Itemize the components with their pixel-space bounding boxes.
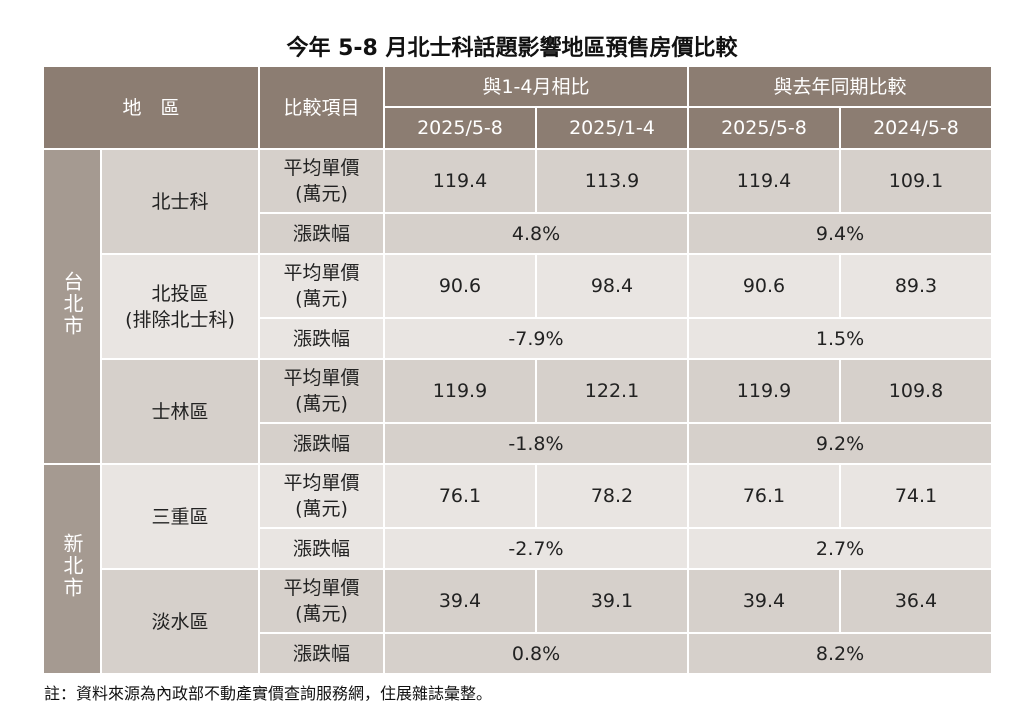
table-row-change: 漲跌幅 -2.7% 2.7%: [43, 527, 993, 570]
header-region: 地 區: [42, 65, 260, 150]
price-value: 76.1: [687, 463, 841, 529]
header-period: 2025/1-4: [535, 106, 689, 150]
price-value: 122.1: [535, 358, 689, 424]
district-cell: 淡水區: [100, 568, 260, 675]
price-label: 平均單價: [283, 472, 360, 494]
change-vs-last-year: 9.4%: [687, 212, 993, 255]
header-period: 2024/5-8: [839, 106, 993, 150]
table-row-change: 漲跌幅 -7.9% 1.5%: [43, 317, 993, 360]
price-value: 90.6: [383, 253, 537, 319]
price-value: 90.6: [687, 253, 841, 319]
item-price-label: 平均單價 (萬元): [258, 253, 385, 319]
item-price-label: 平均單價 (萬元): [258, 568, 385, 634]
price-value: 76.1: [383, 463, 537, 529]
city-name: 新北市: [60, 533, 84, 599]
district-name: 北投區: [151, 282, 209, 305]
district-name: 北士科: [151, 190, 209, 213]
price-value: 113.9: [535, 148, 689, 214]
table-row-price: 台北市 北士科 平均單價 (萬元) 119.4 113.9 119.4 109.1: [42, 148, 993, 465]
price-label: 平均單價: [283, 577, 360, 599]
price-value: 39.1: [535, 568, 689, 634]
district-cell: 三重區: [100, 463, 260, 570]
price-label: 平均單價: [283, 262, 360, 284]
table-row-price: 士林區 平均單價 (萬元) 119.9 122.1 119.9 109.8: [43, 358, 993, 465]
item-change-label: 漲跌幅: [258, 422, 385, 465]
district-cell: 北投區 (排除北士科): [100, 253, 260, 360]
header-item: 比較項目: [258, 65, 385, 150]
item-price-label: 平均單價 (萬元): [258, 148, 385, 214]
change-vs-last-year: 9.2%: [687, 422, 993, 465]
price-label: 平均單價: [283, 157, 360, 179]
price-value: 36.4: [839, 568, 993, 634]
header-period: 2025/5-8: [383, 106, 537, 150]
item-change-label: 漲跌幅: [258, 317, 385, 360]
item-price-label: 平均單價 (萬元): [258, 358, 385, 424]
change-vs-jan-apr: 4.8%: [383, 212, 689, 255]
district-name: 淡水區: [151, 610, 209, 633]
change-vs-last-year: 2.7%: [687, 527, 993, 570]
header-group-vs-last-year: 與去年同期比較: [687, 65, 993, 108]
price-value: 74.1: [839, 463, 993, 529]
city-cell: 新北市: [42, 463, 102, 675]
district-name: 士林區: [151, 400, 209, 423]
district-sub: (排除北士科): [125, 308, 235, 331]
price-value: 119.9: [383, 358, 537, 424]
price-unit: (萬元): [295, 183, 348, 205]
table-row-price: 北投區 (排除北士科) 平均單價 (萬元) 90.6 98.4 90.6 89.3: [43, 253, 993, 360]
price-value: 109.8: [839, 358, 993, 424]
change-vs-jan-apr: -1.8%: [383, 422, 689, 465]
price-value: 119.9: [687, 358, 841, 424]
header-group-vs-jan-apr: 與1-4月相比: [383, 65, 689, 108]
header-period: 2025/5-8: [687, 106, 841, 150]
price-value: 89.3: [839, 253, 993, 319]
change-vs-jan-apr: -2.7%: [383, 527, 689, 570]
price-label: 平均單價: [283, 367, 360, 389]
item-change-label: 漲跌幅: [258, 527, 385, 570]
source-note: 註：資料來源為內政部不動產實價查詢服務網，住展雜誌彙整。: [44, 684, 493, 703]
item-price-label: 平均單價 (萬元): [258, 463, 385, 529]
price-value: 39.4: [383, 568, 537, 634]
table-row-change: 漲跌幅 -1.8% 9.2%: [43, 422, 993, 465]
city-name: 台北市: [60, 270, 84, 337]
district-name: 三重區: [151, 505, 209, 528]
price-value: 119.4: [687, 148, 841, 214]
price-value: 39.4: [687, 568, 841, 634]
change-vs-last-year: 1.5%: [687, 317, 993, 360]
city-cell: 台北市: [42, 148, 102, 465]
price-value: 98.4: [535, 253, 689, 319]
price-unit: (萬元): [295, 498, 348, 520]
price-unit: (萬元): [295, 603, 348, 625]
district-cell: 北士科: [100, 148, 260, 255]
item-change-label: 漲跌幅: [258, 212, 385, 255]
change-vs-jan-apr: -7.9%: [383, 317, 689, 360]
table-row-change: 漲跌幅 4.8% 9.4%: [43, 212, 993, 255]
table-row-price: 新北市 三重區 平均單價 (萬元) 76.1 78.2 76.1 74.1: [42, 463, 993, 675]
price-unit: (萬元): [295, 288, 348, 310]
page-title: 今年 5-8 月北士科話題影響地區預售房價比較: [286, 36, 738, 61]
price-comparison-table: 地 區 比較項目 與1-4月相比 與去年同期比較 2025/5-8 2025/1…: [42, 65, 993, 675]
price-unit: (萬元): [295, 393, 348, 415]
change-vs-last-year: 8.2%: [687, 632, 993, 675]
table-row-change: 漲跌幅 0.8% 8.2%: [43, 632, 993, 675]
change-vs-jan-apr: 0.8%: [383, 632, 689, 675]
table-row-price: 淡水區 平均單價 (萬元) 39.4 39.1 39.4 36.4: [43, 568, 993, 675]
price-value: 109.1: [839, 148, 993, 214]
price-value: 78.2: [535, 463, 689, 529]
item-change-label: 漲跌幅: [258, 632, 385, 675]
district-cell: 士林區: [100, 358, 260, 465]
price-value: 119.4: [383, 148, 537, 214]
